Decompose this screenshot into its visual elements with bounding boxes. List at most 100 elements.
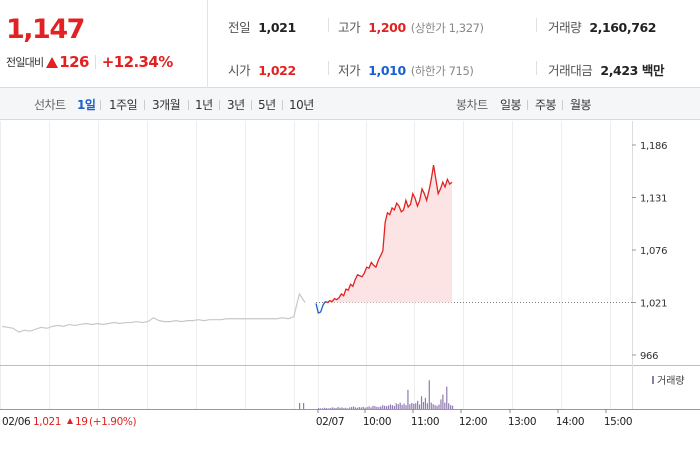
candle-tab-weekly[interactable]: 주봉 [535, 98, 557, 112]
volume-bar [387, 405, 390, 409]
price-chart[interactable]: 1,186 1,131 1,076 1,021 966 거래량 02/07 10:00 11:0… [0, 121, 700, 450]
volume-bar [405, 405, 407, 409]
volume-bar [448, 403, 450, 409]
change-amount: 126 [59, 53, 89, 71]
volume-bar [376, 406, 378, 409]
volume-bar [372, 405, 374, 409]
volume-bar [418, 404, 421, 409]
divider [100, 100, 101, 110]
prev-day-price-line [1, 292, 306, 333]
upper-limit: (상한가 1,327) [410, 21, 484, 35]
divider [328, 61, 329, 75]
stat-open: 시가 1,022 [228, 60, 296, 79]
divider [527, 100, 528, 110]
volume-bar [397, 404, 399, 409]
line-chart-title: 선차트 [34, 98, 66, 112]
lower-limit: (하한가 715) [410, 64, 474, 78]
volume-bar [452, 405, 454, 409]
volume-legend-label: 거래량 [657, 375, 685, 387]
stat-turnover: 거래대금 2,423 백만 [548, 60, 665, 79]
stat-volume: 거래량 2,160,762 [548, 17, 656, 36]
volume-bar [385, 406, 388, 409]
period-tab-1d[interactable]: 1일 [77, 98, 96, 112]
volume-bar [395, 403, 397, 409]
stat-value: 1,200 [368, 20, 406, 35]
change-rate: +12.34% [101, 53, 173, 71]
volume-bar [380, 406, 382, 409]
volume-bar [389, 404, 392, 409]
volume-bar [331, 407, 333, 409]
volume-bar [303, 403, 305, 409]
volume-bar [391, 405, 393, 409]
volume-bar [356, 407, 359, 409]
volume-bar [432, 404, 434, 409]
volume-bar [440, 399, 442, 409]
volume-bar [407, 389, 409, 409]
divider [188, 100, 189, 110]
x-tick-label: 02/07 [316, 416, 344, 428]
divider [144, 100, 145, 110]
candle-tab-daily[interactable]: 일봉 [500, 98, 522, 112]
volume-bar [444, 402, 446, 409]
volume-bar [413, 403, 415, 409]
volume-bar [347, 408, 349, 409]
volume-bar [420, 396, 423, 409]
volume-bar [343, 408, 345, 409]
volume-bar [354, 407, 357, 409]
x-tick-label: 11:00 [411, 416, 439, 428]
volume-bar [409, 404, 411, 409]
period-tab-10y[interactable]: 10년 [289, 98, 314, 112]
change-row: 전일대비 126 +12.34% [6, 53, 173, 71]
volume-bar [323, 407, 326, 409]
volume-bar [370, 407, 372, 409]
y-tick-label: 966 [640, 351, 658, 362]
y-tick-label: 1,076 [640, 246, 667, 257]
volume-bar [321, 408, 324, 409]
up-arrow-icon [46, 56, 59, 68]
stat-value: 2,423 백만 [600, 63, 665, 78]
x-tick-label: 12:00 [459, 416, 487, 428]
volume-bar [450, 405, 452, 409]
volume-bar [337, 407, 339, 409]
stat-label: 거래대금 [548, 63, 593, 78]
stat-label: 거래량 [548, 20, 582, 35]
y-tick-label: 1,186 [640, 141, 667, 152]
volume-bar [329, 408, 331, 409]
candle-tab-monthly[interactable]: 월봉 [570, 98, 592, 112]
period-tab-3m[interactable]: 3개월 [152, 98, 181, 112]
stat-low: 저가 1,010 (하한가 715) [338, 60, 474, 79]
volume-legend-swatch [652, 376, 654, 384]
volume-bar [382, 405, 384, 409]
price-line-up [324, 164, 453, 304]
divider [251, 100, 252, 110]
volume-bar [401, 404, 403, 409]
volume-bar [415, 403, 417, 409]
volume-bar [335, 408, 337, 409]
price-line-down [315, 301, 326, 314]
prev-day-change-label: 19 [75, 416, 88, 428]
volume-bar [362, 406, 364, 409]
volume-bar [417, 401, 419, 409]
chart-toolbar: 선차트 1일 1주일 3개월 1년 3년 5년 10년 봉차트 일봉 주봉 월봉 [0, 88, 700, 120]
period-tab-3y[interactable]: 3년 [227, 98, 245, 112]
stat-label: 시가 [228, 63, 251, 78]
volume-bar [352, 406, 355, 409]
volume-bar [318, 408, 320, 409]
period-tab-5y[interactable]: 5년 [258, 98, 276, 112]
divider [94, 55, 96, 69]
period-tab-1w[interactable]: 1주일 [109, 98, 138, 112]
volume-bar [428, 380, 430, 409]
stat-label: 전일 [228, 20, 251, 35]
volume-bar [325, 408, 327, 409]
volume-bar [430, 402, 432, 409]
prev-day-close-label: 1,021 [33, 416, 61, 428]
x-tick-label: 15:00 [604, 416, 632, 428]
stat-value: 1,010 [368, 63, 406, 78]
volume-bar [366, 407, 368, 409]
volume-bar [442, 394, 444, 409]
period-tab-1y[interactable]: 1년 [195, 98, 213, 112]
volume-bar [393, 405, 395, 409]
divider [562, 100, 563, 110]
stat-label: 저가 [338, 63, 361, 78]
stat-high: 고가 1,200 (상한가 1,327) [338, 17, 484, 36]
